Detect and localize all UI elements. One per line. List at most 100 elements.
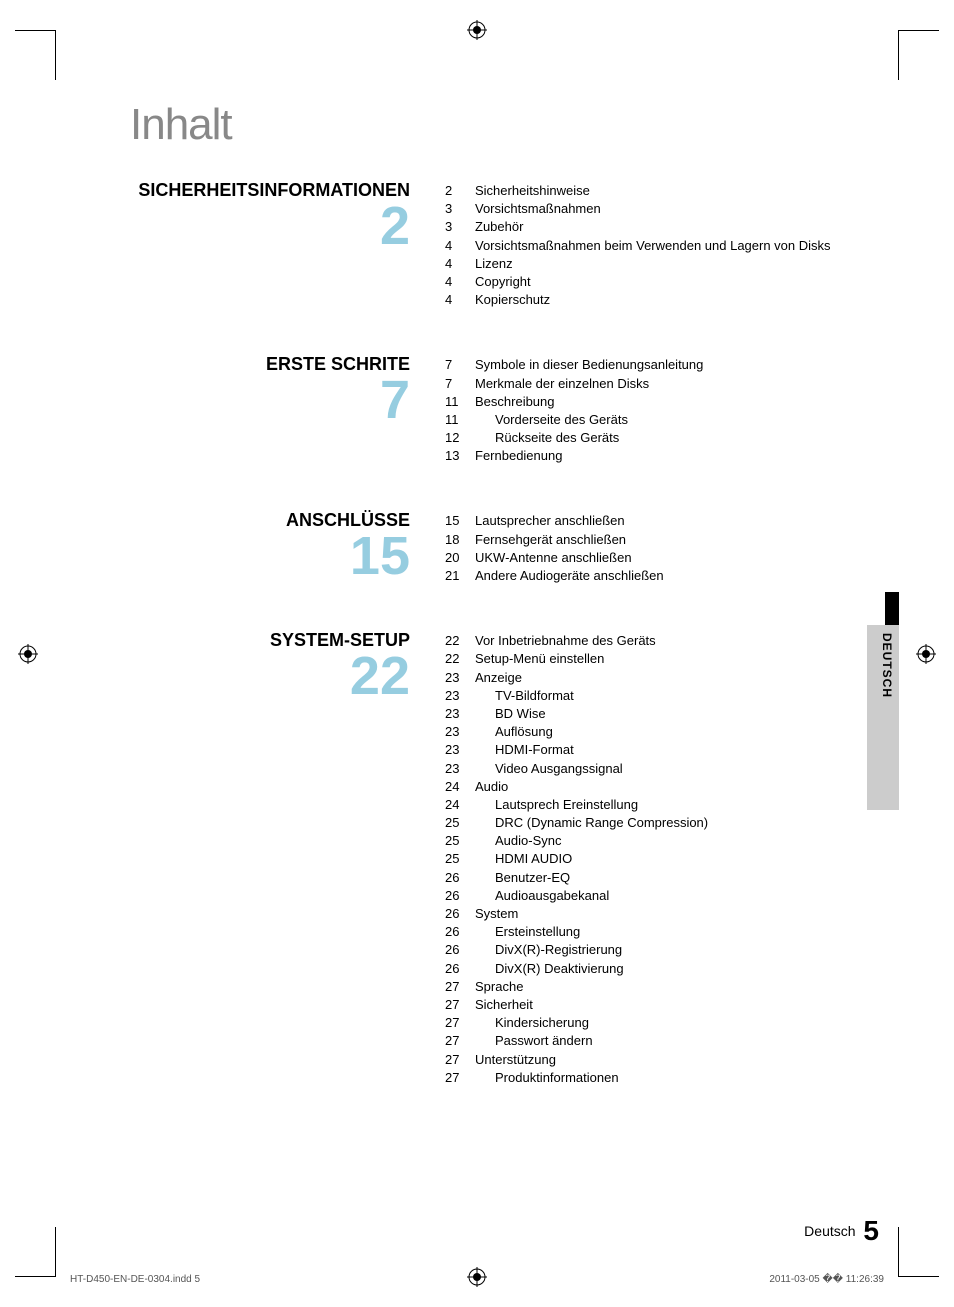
- entry-page: 12: [445, 429, 475, 447]
- entry-label: Audio-Sync: [475, 832, 561, 850]
- entry-label: Lautsprecher anschließen: [475, 512, 625, 530]
- toc-entry: 23TV-Bildformat: [445, 687, 890, 705]
- entry-page: 18: [445, 531, 475, 549]
- entry-page: 22: [445, 650, 475, 668]
- entry-page: 25: [445, 850, 475, 868]
- entry-label: Vorderseite des Geräts: [475, 411, 628, 429]
- toc-entry: 11Beschreibung: [445, 393, 890, 411]
- entry-label: Sicherheit: [475, 996, 533, 1014]
- footer-file: HT-D450-EN-DE-0304.indd 5: [70, 1274, 200, 1285]
- toc-entry: 27Unterstützung: [445, 1051, 890, 1069]
- entry-label: DRC (Dynamic Range Compression): [475, 814, 708, 832]
- section-header: SICHERHEITSINFORMATIONEN2: [130, 180, 420, 309]
- entry-label: Zubehör: [475, 218, 523, 236]
- entry-page: 7: [445, 356, 475, 374]
- entry-label: Anzeige: [475, 669, 522, 687]
- entry-page: 3: [445, 200, 475, 218]
- toc-section: ANSCHLÜSSE1515Lautsprecher anschließen18…: [130, 510, 890, 585]
- toc-entry: 2Sicherheitshinweise: [445, 182, 890, 200]
- entry-label: Setup-Menü einstellen: [475, 650, 604, 668]
- toc-entry: 12Rückseite des Geräts: [445, 429, 890, 447]
- toc-entry: 4Copyright: [445, 273, 890, 291]
- entry-label: Passwort ändern: [475, 1032, 593, 1050]
- toc-entry: 26Benutzer-EQ: [445, 869, 890, 887]
- entry-label: BD Wise: [475, 705, 546, 723]
- toc-entry: 21Andere Audiogeräte anschließen: [445, 567, 890, 585]
- entry-page: 23: [445, 687, 475, 705]
- entry-page: 26: [445, 905, 475, 923]
- entry-page: 26: [445, 960, 475, 978]
- toc-entry: 20UKW-Antenne anschließen: [445, 549, 890, 567]
- toc-entry: 22Setup-Menü einstellen: [445, 650, 890, 668]
- crop-mark: [898, 1227, 899, 1277]
- toc-entry: 25DRC (Dynamic Range Compression): [445, 814, 890, 832]
- footer-lang: Deutsch: [804, 1223, 855, 1239]
- entry-page: 27: [445, 978, 475, 996]
- toc-entry: 27Sprache: [445, 978, 890, 996]
- entry-label: Symbole in dieser Bedienungsanleitung: [475, 356, 703, 374]
- entry-label: DivX(R)-Registrierung: [475, 941, 622, 959]
- toc-entry: 24Audio: [445, 778, 890, 796]
- entry-page: 20: [445, 549, 475, 567]
- entry-page: 3: [445, 218, 475, 236]
- entry-label: DivX(R) Deaktivierung: [475, 960, 624, 978]
- toc-entry: 23Video Ausgangssignal: [445, 760, 890, 778]
- toc-entry: 7Symbole in dieser Bedienungsanleitung: [445, 356, 890, 374]
- crop-mark: [899, 1237, 939, 1277]
- entry-page: 27: [445, 1069, 475, 1087]
- toc-section: ERSTE SCHRITE 77Symbole in dieser Bedienu…: [130, 354, 890, 465]
- entry-label: Unterstützung: [475, 1051, 556, 1069]
- entry-page: 27: [445, 1032, 475, 1050]
- entry-label: Video Ausgangssignal: [475, 760, 623, 778]
- entry-label: Copyright: [475, 273, 531, 291]
- toc-entry: 13Fernbedienung: [445, 447, 890, 465]
- entry-page: 2: [445, 182, 475, 200]
- crop-mark: [15, 30, 55, 70]
- toc-entry: 25Audio-Sync: [445, 832, 890, 850]
- entry-page: 22: [445, 632, 475, 650]
- entry-label: Produktinformationen: [475, 1069, 619, 1087]
- entry-page: 7: [445, 375, 475, 393]
- registration-mark-icon: [467, 20, 487, 40]
- toc-entry: 23BD Wise: [445, 705, 890, 723]
- entry-page: 4: [445, 273, 475, 291]
- entry-label: Auflösung: [475, 723, 553, 741]
- toc-entry: 25HDMI AUDIO: [445, 850, 890, 868]
- page-content: Inhalt SICHERHEITSINFORMATIONEN22Sicherh…: [130, 100, 890, 1132]
- entry-label: Vorsichtsmaßnahmen beim Verwenden und La…: [475, 237, 831, 255]
- toc-section: SICHERHEITSINFORMATIONEN2 2Sicherheitshin…: [130, 180, 890, 309]
- entry-page: 4: [445, 255, 475, 273]
- entry-label: Rückseite des Geräts: [475, 429, 619, 447]
- entry-page: 25: [445, 814, 475, 832]
- toc-entry: 27Sicherheit: [445, 996, 890, 1014]
- entry-page: 24: [445, 778, 475, 796]
- footer-timestamp: 2011-03-05 �� 11:26:39: [769, 1274, 884, 1285]
- toc-entry: 26System: [445, 905, 890, 923]
- toc-entry: 4Kopierschutz: [445, 291, 890, 309]
- entry-label: Beschreibung: [475, 393, 555, 411]
- crop-mark: [55, 30, 56, 80]
- entry-label: Lizenz: [475, 255, 513, 273]
- entry-label: Audio: [475, 778, 508, 796]
- entry-page: 26: [445, 923, 475, 941]
- entry-label: Merkmale der einzelnen Disks: [475, 375, 649, 393]
- entry-page: 23: [445, 723, 475, 741]
- section-entries: 22Vor Inbetriebnahme des Geräts22Setup-M…: [420, 630, 890, 1087]
- entry-page: 26: [445, 887, 475, 905]
- entry-label: TV-Bildformat: [475, 687, 574, 705]
- entry-label: Vor Inbetriebnahme des Geräts: [475, 632, 656, 650]
- toc-entry: 3Vorsichtsmaßnahmen: [445, 200, 890, 218]
- entry-label: HDMI AUDIO: [475, 850, 572, 868]
- toc-entry: 26Audioausgabekanal: [445, 887, 890, 905]
- entry-label: Benutzer-EQ: [475, 869, 570, 887]
- toc-entry: 7Merkmale der einzelnen Disks: [445, 375, 890, 393]
- page-title: Inhalt: [130, 100, 890, 150]
- section-heading: ERSTE SCHRITE: [130, 354, 410, 375]
- toc-entry: 27Passwort ändern: [445, 1032, 890, 1050]
- toc-entry: 3Zubehör: [445, 218, 890, 236]
- toc-entry: 15Lautsprecher anschließen: [445, 512, 890, 530]
- toc-entry: 11Vorderseite des Geräts: [445, 411, 890, 429]
- entry-label: UKW-Antenne anschließen: [475, 549, 632, 567]
- toc-entry: 24Lautsprech Ereinstellung: [445, 796, 890, 814]
- entry-label: Vorsichtsmaßnahmen: [475, 200, 601, 218]
